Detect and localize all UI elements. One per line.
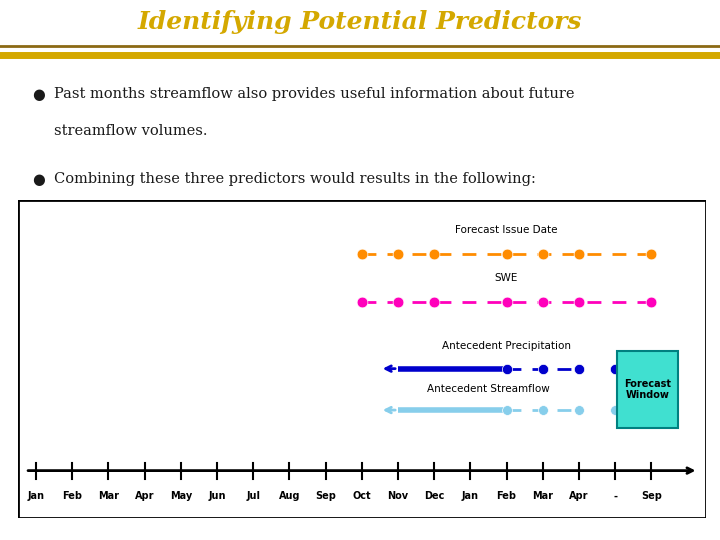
Text: Mar: Mar [98, 491, 119, 501]
Text: ●: ● [32, 172, 45, 187]
Point [573, 364, 585, 373]
Point [501, 406, 513, 414]
Text: Aug: Aug [279, 491, 300, 501]
Text: Feb: Feb [63, 491, 82, 501]
Text: Dec: Dec [424, 491, 444, 501]
Point [573, 406, 585, 414]
Text: Forecast
Window: Forecast Window [624, 379, 671, 400]
Text: Past months streamflow also provides useful information about future: Past months streamflow also provides use… [54, 87, 575, 101]
Point [537, 298, 549, 306]
Text: Oct: Oct [353, 491, 371, 501]
Text: Sep: Sep [315, 491, 336, 501]
Point [646, 249, 657, 258]
Point [537, 249, 549, 258]
Text: Sep: Sep [641, 491, 662, 501]
FancyBboxPatch shape [617, 351, 678, 428]
Text: Apr: Apr [135, 491, 154, 501]
Text: Nov: Nov [387, 491, 408, 501]
Text: Feb: Feb [497, 491, 516, 501]
Point [392, 249, 404, 258]
Point [356, 249, 367, 258]
Point [537, 406, 549, 414]
Point [428, 249, 440, 258]
Text: Identifying Potential Predictors: Identifying Potential Predictors [138, 10, 582, 33]
Point [356, 298, 367, 306]
Point [646, 298, 657, 306]
Point [501, 364, 513, 373]
Point [392, 298, 404, 306]
Text: May: May [170, 491, 192, 501]
Text: ●: ● [32, 87, 45, 102]
Text: Antecedent Streamflow: Antecedent Streamflow [427, 384, 550, 394]
Text: Jul: Jul [246, 491, 260, 501]
Text: Apr: Apr [570, 491, 589, 501]
Point [609, 406, 621, 414]
Point [501, 249, 513, 258]
Text: Antecedent Precipitation: Antecedent Precipitation [442, 341, 571, 351]
Text: Mar: Mar [532, 491, 553, 501]
Point [428, 298, 440, 306]
Text: Jan: Jan [27, 491, 45, 501]
Text: streamflow volumes.: streamflow volumes. [54, 124, 207, 138]
Point [501, 298, 513, 306]
Point [537, 364, 549, 373]
Text: Combining these three predictors would results in the following:: Combining these three predictors would r… [54, 172, 536, 186]
Text: -: - [613, 491, 617, 501]
Point [573, 249, 585, 258]
Text: Forecast Issue Date: Forecast Issue Date [455, 225, 558, 235]
Point [609, 364, 621, 373]
Text: Jun: Jun [208, 491, 226, 501]
Text: SWE: SWE [495, 273, 518, 282]
Point [573, 298, 585, 306]
Text: Jan: Jan [462, 491, 479, 501]
